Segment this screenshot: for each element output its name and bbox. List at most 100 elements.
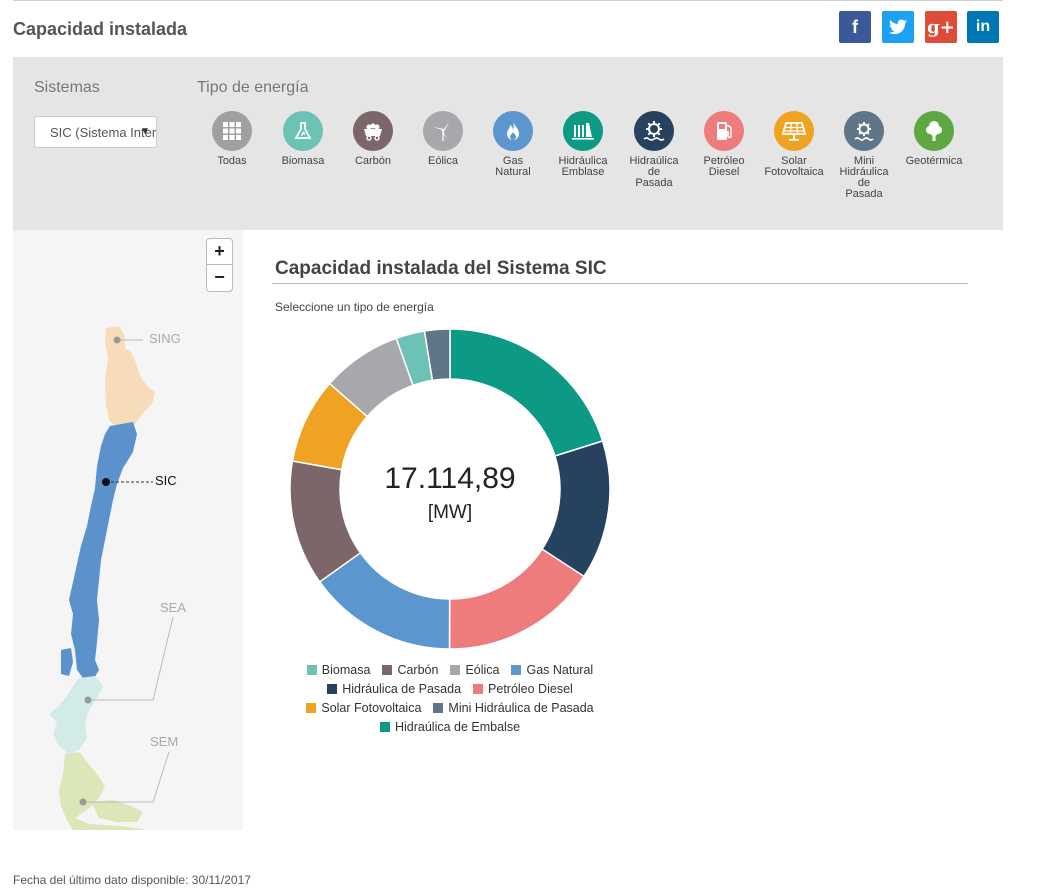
dam-icon [563, 111, 603, 151]
flask-icon [283, 111, 323, 151]
legend-item[interactable]: Gas Natural [511, 663, 593, 677]
map-marker-sem[interactable] [79, 798, 87, 806]
wind-turbine-icon [423, 111, 463, 151]
energy-type-todas[interactable]: Todas [197, 111, 267, 167]
legend-label: Hidráulica de Pasada [342, 682, 462, 696]
map-label-sem[interactable]: SEM [150, 734, 178, 749]
solar-panel-icon [774, 111, 814, 151]
energy-type-label: Biomasa [281, 155, 325, 167]
twitter-share-button[interactable] [882, 11, 914, 43]
legend-label: Biomasa [321, 663, 371, 677]
energy-type-hidraulica-pasada[interactable]: Hidraúlica de Pasada [619, 111, 689, 189]
energy-type-gas-natural[interactable]: Gas Natural [478, 111, 548, 178]
energy-type-label: Petróleo Diesel [703, 155, 745, 178]
map-region-sem-tierra-del-fuego[interactable] [91, 800, 143, 822]
legend-swatch [306, 665, 317, 675]
legend-label: Solar Fotovoltaica [321, 701, 422, 715]
zoom-in-button[interactable]: + [206, 238, 233, 265]
google-plus-share-button[interactable]: g+ [925, 11, 957, 43]
chart-subtitle: Seleccione un tipo de energía [275, 300, 434, 314]
energy-type-eolica[interactable]: Eólica [408, 111, 478, 167]
last-data-date: Fecha del último dato disponible: 30/11/… [13, 873, 251, 887]
energy-type-label: Hidráulica Emblase [558, 155, 608, 178]
legend-swatch [382, 665, 393, 675]
legend-swatch [306, 703, 317, 713]
legend-item[interactable]: Petróleo Diesel [473, 682, 573, 696]
legend-label: Eólica [465, 663, 500, 677]
facebook-icon: f [852, 16, 858, 37]
energy-type-carbon[interactable]: Carbón [338, 111, 408, 167]
legend-item[interactable]: Eólica [450, 663, 499, 677]
mini-water-wheel-icon [844, 111, 884, 151]
energy-type-geotermica[interactable]: Geotérmica [899, 111, 969, 167]
energy-type-hidraulica-embalse[interactable]: Hidráulica Emblase [548, 111, 618, 178]
top-divider [13, 0, 1003, 1]
energy-type-mini-hidraulica[interactable]: Mini Hidráulica de Pasada [829, 111, 899, 200]
map-marker-sea[interactable] [84, 696, 92, 704]
systems-heading: Sistemas [34, 79, 100, 96]
donut-slice-hidraulica-de-embalse[interactable] [449, 328, 604, 457]
legend-swatch [511, 665, 522, 675]
total-capacity-value: 17.114,89 [384, 462, 516, 495]
legend-item[interactable]: Mini Hidráulica de Pasada [433, 701, 594, 715]
energy-type-label: Geotérmica [905, 155, 963, 167]
donut-slice-mini-hidraulica-de-pasada[interactable] [423, 328, 451, 382]
map-label-sic[interactable]: SIC [155, 473, 177, 488]
map-marker-sic[interactable] [102, 478, 110, 486]
energy-type-solar[interactable]: Solar Fotovoltaica [759, 111, 829, 178]
map-region-sea[interactable] [49, 676, 103, 754]
map-region-sic[interactable] [69, 422, 137, 680]
total-capacity-unit: [MW] [427, 502, 473, 523]
legend-item[interactable]: Biomasa [306, 663, 371, 677]
system-select[interactable]: SIC (Sistema Interconectado Central) ▼ [34, 116, 157, 148]
map-label-sea[interactable]: SEA [160, 600, 186, 615]
coal-cart-icon [353, 111, 393, 151]
map-region-sem[interactable] [59, 752, 147, 830]
google-plus-icon: g+ [927, 16, 955, 38]
energy-type-biomasa[interactable]: Biomasa [268, 111, 338, 167]
legend-swatch [327, 684, 338, 694]
chile-systems-map[interactable]: SING SIC SEA SEM [13, 230, 243, 830]
linkedin-share-button[interactable]: in [967, 11, 999, 43]
water-wheel-icon [634, 111, 674, 151]
legend-item[interactable]: Hidráulica de Pasada [327, 682, 461, 696]
facebook-share-button[interactable]: f [839, 11, 871, 43]
zoom-out-button[interactable]: − [206, 265, 233, 292]
energy-type-label: Carbón [354, 155, 392, 167]
map-label-sing[interactable]: SING [149, 331, 181, 346]
flame-icon [493, 111, 533, 151]
energy-type-label: Todas [217, 155, 247, 167]
legend-swatch [450, 665, 461, 675]
energy-type-petroleo-diesel[interactable]: Petróleo Diesel [689, 111, 759, 178]
linkedin-icon: in [975, 18, 991, 35]
legend-swatch [473, 684, 484, 694]
map-region-sing[interactable] [105, 326, 155, 427]
legend-row: Hidráulica de Pasada Petróleo Diesel [270, 682, 630, 696]
map-leader-lines [83, 339, 174, 803]
energy-type-label: Gas Natural [495, 155, 531, 178]
legend-row: Biomasa Carbón Eólica Gas Natural [270, 663, 630, 677]
legend-label: Gas Natural [526, 663, 594, 677]
legend-item[interactable]: Hidraúlica de Embalse [379, 720, 521, 734]
legend-swatch [379, 722, 390, 732]
legend-label: Mini Hidráulica de Pasada [448, 701, 594, 715]
legend-swatch [433, 703, 444, 713]
grid-icon [212, 111, 252, 151]
legend-item[interactable]: Solar Fotovoltaica [306, 701, 421, 715]
legend-label: Hidraúlica de Embalse [394, 720, 521, 734]
fuel-pump-icon [704, 111, 744, 151]
donut-slice-petroleo-diesel[interactable] [448, 548, 586, 650]
chart-title: Capacidad instalada del Sistema SIC [275, 258, 607, 279]
energy-type-label: Hidraúlica de Pasada [629, 155, 679, 189]
map-panel[interactable]: SING SIC SEA SEM + − [13, 230, 243, 830]
map-region-sic-islands[interactable] [61, 648, 73, 676]
filter-panel: Sistemas SIC (Sistema Interconectado Cen… [13, 57, 1003, 230]
energy-type-label: Eólica [428, 155, 458, 167]
legend-item[interactable]: Carbón [382, 663, 438, 677]
energy-type-label: Solar Fotovoltaica [764, 155, 824, 178]
capacity-donut-chart[interactable] [285, 326, 615, 656]
system-select-value: SIC (Sistema Interconectado Central) [50, 125, 157, 140]
page-title: Capacidad instalada [13, 19, 188, 39]
energy-type-label: Mini Hidráulica de Pasada [839, 155, 889, 200]
map-marker-sing[interactable] [113, 336, 121, 344]
